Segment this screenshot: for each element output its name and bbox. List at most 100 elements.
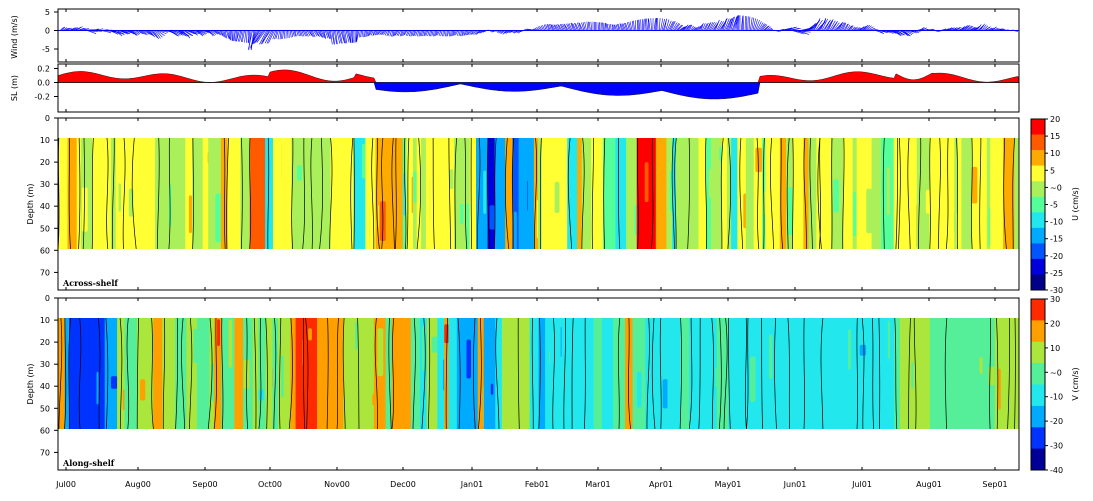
wind-stick: [472, 30, 477, 35]
heatmap-blob: [847, 329, 851, 370]
contour-line: [213, 318, 217, 429]
contour-line: [878, 318, 881, 429]
wind-stick: [463, 30, 466, 36]
wind-stick: [233, 30, 235, 42]
wind-stick: [384, 30, 388, 36]
heatmap-cell: [773, 318, 785, 429]
wind-stick: [502, 30, 507, 35]
contour-line: [774, 318, 777, 429]
wind-stick: [733, 16, 738, 31]
wind-stick: [402, 30, 405, 36]
wind-stick: [846, 24, 851, 31]
wind-stick: [356, 30, 360, 42]
wind-stick: [747, 16, 749, 31]
contour-line: [336, 318, 339, 429]
contour-line: [989, 318, 992, 429]
wind-stick: [786, 26, 798, 31]
wind-stick: [704, 22, 709, 31]
heatmap-cell: [1014, 138, 1019, 249]
wind-stick: [986, 27, 993, 31]
wind-stick: [268, 30, 275, 44]
wind-stick: [925, 29, 931, 31]
wind-stick: [231, 30, 233, 41]
wind-stick: [835, 23, 842, 31]
x-tick-label: Feb01: [525, 480, 549, 489]
wind-stick: [791, 30, 805, 35]
heatmap-cell: [745, 138, 755, 249]
heatmap-cell: [88, 318, 97, 429]
wind-stick: [807, 23, 817, 31]
wind-stick: [428, 30, 431, 37]
colorbar-tick-label: -10: [1050, 218, 1063, 227]
wind-stick: [420, 30, 423, 37]
heatmap-cell: [916, 318, 922, 429]
contour-line: [126, 318, 130, 429]
wind-stick: [508, 30, 513, 34]
wind-stick: [839, 22, 845, 31]
wind-stick: [360, 30, 362, 38]
wind-stick: [726, 18, 733, 31]
heatmap-cell: [416, 138, 422, 249]
heatmap-cell: [281, 138, 292, 249]
wind-yticks: 5 0 -5: [42, 8, 58, 54]
wind-stick: [621, 23, 625, 31]
contour-line: [979, 138, 982, 249]
wind-stick: [865, 25, 872, 31]
colorbar-tick-label: 10: [1050, 149, 1060, 158]
colorbar-tick-label: 15: [1050, 132, 1060, 141]
wind-stick: [363, 30, 365, 38]
contour-line: [591, 138, 594, 249]
heatmap-blob: [228, 319, 233, 368]
heatmap-cell: [517, 318, 531, 429]
wind-stick: [985, 26, 991, 31]
wind-stick: [262, 30, 271, 42]
heatmap-blob: [662, 379, 669, 409]
wind-stick: [539, 26, 543, 31]
wind-stick: [153, 30, 159, 40]
wind-stick: [912, 30, 920, 34]
wind-stick: [155, 30, 163, 38]
wind-stick: [300, 30, 303, 37]
sea-level-ytick-label: -0.2: [34, 93, 50, 102]
wind-stick: [678, 26, 685, 31]
heatmap-cell: [167, 138, 177, 249]
wind-stick: [275, 30, 279, 39]
wind-stick: [930, 29, 935, 31]
sea-level-ytick-label: 0.2: [37, 65, 50, 74]
wind-stick: [437, 30, 440, 36]
contour-line: [820, 318, 824, 429]
heatmap-cell: [625, 318, 633, 429]
wind-stick: [131, 30, 136, 36]
colorbar-swatch: [1031, 384, 1045, 407]
contour-line: [353, 138, 355, 249]
wind-stick: [450, 30, 452, 37]
wind-stick: [567, 23, 572, 31]
wind-stick: [711, 22, 717, 31]
wind-stick: [614, 24, 617, 31]
wind-stick: [321, 30, 325, 38]
across-shelf-colorbar-label: U (cm/s): [1071, 187, 1080, 221]
heatmap-blob: [361, 143, 366, 179]
x-tick-label: Oct00: [258, 480, 282, 489]
colorbar-tick-label: 10: [1050, 344, 1060, 353]
heatmap-blob: [483, 170, 487, 214]
wind-stick: [727, 17, 734, 31]
wind-stick: [767, 27, 773, 31]
wind-stick: [867, 26, 874, 31]
wind-stick: [330, 30, 333, 45]
wind-stick: [202, 30, 210, 34]
wind-stick: [381, 30, 386, 35]
wind-stick: [435, 30, 438, 36]
wind-stick: [628, 21, 631, 31]
wind-stick: [982, 25, 989, 31]
heatmap-cell: [844, 318, 855, 429]
wind-stick: [742, 15, 745, 31]
heatmap-cell: [974, 318, 984, 429]
heatmap-cell: [710, 318, 718, 429]
wind-stick: [189, 30, 198, 36]
wind-stick: [756, 21, 762, 31]
wind-stick: [259, 30, 267, 45]
wind-stick: [951, 27, 958, 31]
wind-stick: [217, 30, 221, 35]
wind-stick: [588, 21, 591, 31]
